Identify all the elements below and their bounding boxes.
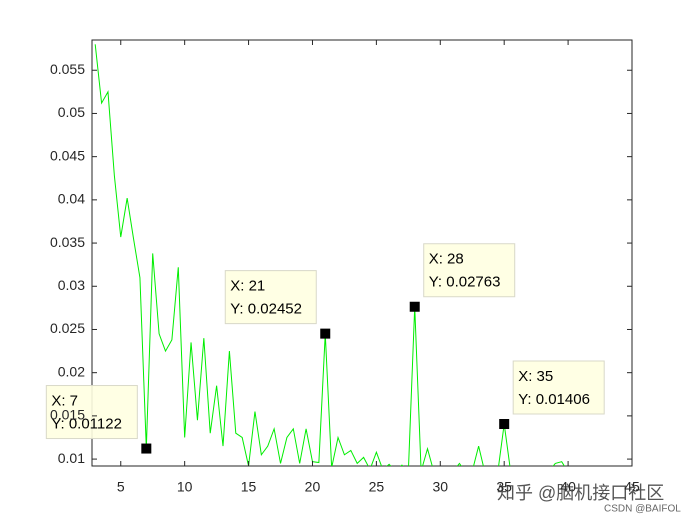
datatip-marker (499, 419, 510, 430)
datatip-marker (320, 328, 331, 339)
datatip-label: Y: 0.01406 (518, 391, 590, 408)
y-tick-label: 0.04 (58, 191, 85, 207)
x-tick-label: 30 (432, 479, 448, 495)
y-tick-label: 0.01 (58, 450, 85, 466)
x-tick-label: 10 (177, 479, 193, 495)
datatip-label: Y: 0.02763 (429, 274, 501, 291)
datatip-label: Y: 0.02452 (230, 301, 302, 318)
y-tick-label: 0.035 (50, 234, 85, 250)
datatip-label: X: 21 (230, 278, 265, 295)
line (94, 44, 565, 466)
x-tick-label: 5 (117, 479, 125, 495)
y-tick-label: 0.05 (58, 104, 85, 120)
datatip-marker (141, 443, 152, 454)
datatip-box (512, 360, 605, 415)
y-tick-label: 0.02 (58, 363, 85, 379)
datatip-box (224, 270, 317, 325)
x-tick-label: 25 (369, 479, 385, 495)
x-tick-label: 45 (624, 479, 640, 495)
y-tick-label: 0.045 (50, 147, 85, 163)
y-tick-label: 0.015 (50, 407, 85, 423)
watermark: CSDN @BAIFOL (604, 504, 681, 515)
x-tick-label: 40 (560, 479, 576, 495)
datatip-marker (409, 301, 420, 312)
datatip-box (423, 243, 516, 298)
datatip-box (45, 385, 138, 440)
watermark: 知乎 @脑机接口社区 (497, 483, 664, 503)
y-tick-label: 0.03 (58, 277, 85, 293)
x-tick-label: 20 (305, 479, 321, 495)
datatip-label: Y: 0.01122 (51, 416, 122, 433)
x-tick-label: 15 (241, 479, 257, 495)
datatip-label: X: 28 (429, 251, 464, 268)
y-tick-label: 0.025 (50, 320, 85, 336)
datatip-label: X: 7 (51, 393, 78, 410)
y-tick-label: 0.055 (50, 61, 85, 77)
x-tick-label: 35 (496, 479, 512, 495)
datatip-label: X: 35 (518, 368, 553, 385)
